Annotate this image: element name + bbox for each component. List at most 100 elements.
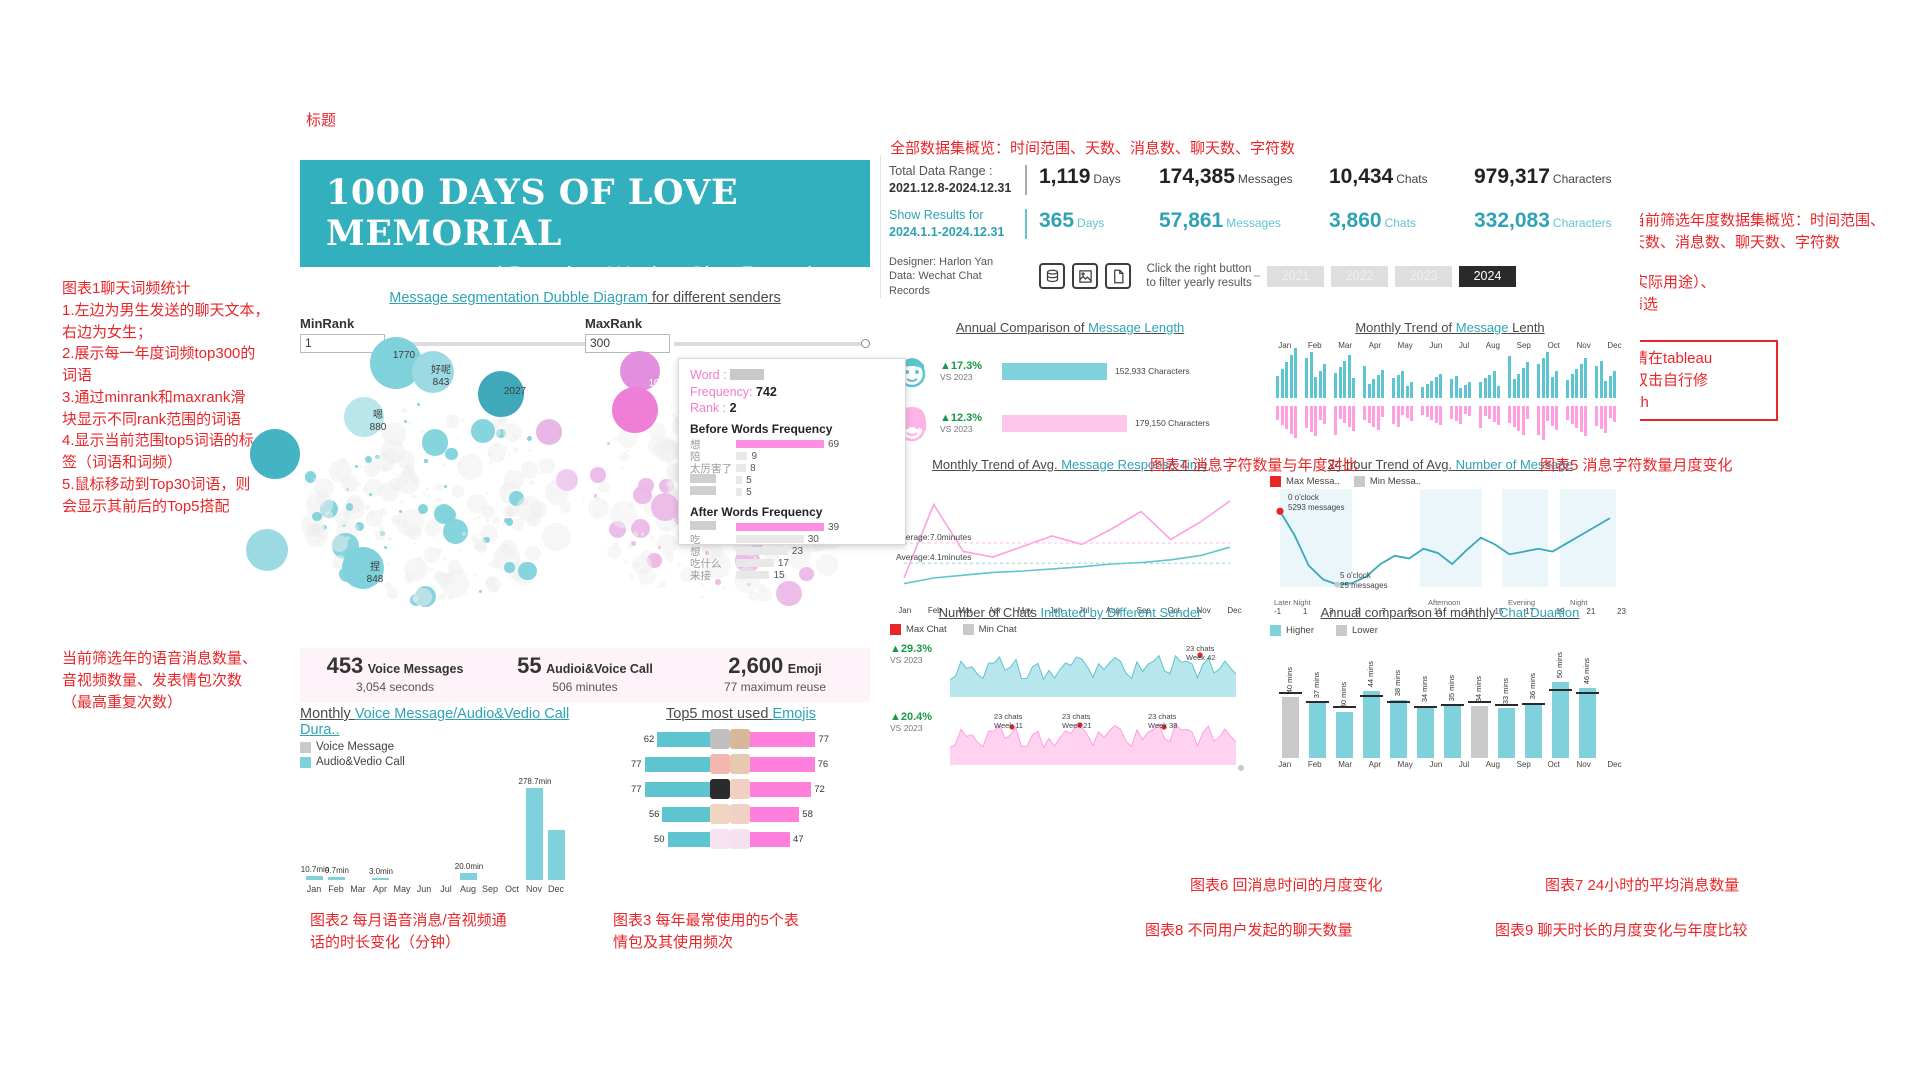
emoji-row[interactable]: 77 76 xyxy=(612,753,870,775)
bubble[interactable] xyxy=(551,480,556,484)
bubble[interactable] xyxy=(399,510,403,514)
bubble[interactable] xyxy=(363,478,383,498)
bubble[interactable] xyxy=(618,451,630,462)
bubble[interactable] xyxy=(375,530,386,541)
bubble[interactable] xyxy=(438,592,447,600)
bubble[interactable] xyxy=(613,437,617,441)
bubble[interactable] xyxy=(502,423,522,442)
bubble[interactable] xyxy=(581,496,585,500)
bubble[interactable] xyxy=(397,450,416,469)
bubble[interactable] xyxy=(641,532,645,536)
bubble[interactable] xyxy=(776,580,802,606)
pdf-download-icon[interactable] xyxy=(1105,263,1131,290)
voice-title-link[interactable]: Voice Message/Audio&Vedio Call Dura.. xyxy=(300,706,570,738)
bubble[interactable] xyxy=(382,463,390,471)
chart8-title-link[interactable]: Initiated by Different Sender xyxy=(1040,605,1202,620)
bubble[interactable] xyxy=(529,480,535,486)
bubble[interactable] xyxy=(500,539,517,556)
bubble[interactable] xyxy=(649,536,655,541)
bubble[interactable] xyxy=(424,520,442,537)
bubble[interactable] xyxy=(436,548,442,554)
bubble[interactable] xyxy=(379,508,387,516)
emoji-row[interactable]: 62 77 xyxy=(612,728,870,750)
bubble[interactable] xyxy=(470,419,496,444)
maxrank-knob[interactable] xyxy=(861,338,870,348)
bubble[interactable] xyxy=(607,544,622,559)
bubble[interactable] xyxy=(590,467,606,483)
bubble[interactable] xyxy=(459,567,464,573)
voice-bar[interactable] xyxy=(372,878,389,880)
bubble[interactable] xyxy=(304,481,308,486)
bubble[interactable] xyxy=(316,540,320,544)
bubble[interactable] xyxy=(341,475,358,492)
bubble[interactable] xyxy=(628,574,634,580)
bubble[interactable] xyxy=(784,576,788,580)
bubble[interactable] xyxy=(631,554,652,575)
bubble[interactable] xyxy=(384,582,392,590)
bubble[interactable] xyxy=(588,498,609,519)
year-button-2021[interactable]: 2021 xyxy=(1267,265,1324,287)
bubble-featured[interactable] xyxy=(612,387,658,433)
bubble[interactable] xyxy=(507,452,511,456)
bubble[interactable] xyxy=(650,493,679,521)
bubble[interactable] xyxy=(680,566,696,582)
bubble[interactable] xyxy=(520,461,539,480)
bubble-featured[interactable] xyxy=(342,547,384,589)
bubble[interactable] xyxy=(378,525,385,532)
bubble[interactable] xyxy=(413,587,432,607)
bubble[interactable] xyxy=(473,517,477,521)
bubble[interactable] xyxy=(748,591,759,602)
bubble[interactable] xyxy=(393,473,397,477)
bubble[interactable] xyxy=(626,448,630,452)
bubble[interactable] xyxy=(648,435,669,456)
bubble[interactable] xyxy=(346,535,351,540)
bubble[interactable] xyxy=(510,517,524,532)
bubble[interactable] xyxy=(396,470,420,495)
bubble[interactable] xyxy=(677,562,681,567)
chart9-title-link[interactable]: Chat Duartion xyxy=(1499,605,1580,620)
bubble[interactable] xyxy=(470,534,478,542)
bubble[interactable] xyxy=(484,575,502,593)
bubble[interactable] xyxy=(400,499,405,505)
bubble[interactable] xyxy=(418,443,422,447)
bubble[interactable] xyxy=(504,446,509,450)
bubble[interactable] xyxy=(559,501,572,513)
bubble[interactable] xyxy=(445,414,460,428)
year-button-2022[interactable]: 2022 xyxy=(1331,265,1388,287)
bubble[interactable] xyxy=(401,408,408,414)
bubble[interactable] xyxy=(703,550,732,579)
chart9-bar[interactable] xyxy=(1471,706,1488,758)
bubble[interactable] xyxy=(388,537,392,542)
bubble[interactable] xyxy=(606,442,611,446)
bubble[interactable] xyxy=(668,560,673,564)
bubble-title-link[interactable]: Message segmentation Dubble Diagram xyxy=(389,290,648,306)
bubble[interactable] xyxy=(610,501,637,528)
bubble[interactable] xyxy=(439,498,443,502)
bubble[interactable] xyxy=(357,482,362,486)
bubble[interactable] xyxy=(758,588,773,603)
bubble[interactable] xyxy=(504,562,515,573)
bubble[interactable] xyxy=(538,472,542,476)
bubble[interactable] xyxy=(457,438,461,442)
bubble[interactable] xyxy=(671,413,675,417)
bubble[interactable] xyxy=(701,582,705,586)
chart7-title-link[interactable]: Number of Message xyxy=(1455,457,1573,472)
bubble[interactable] xyxy=(490,559,500,569)
bubble[interactable] xyxy=(753,555,758,560)
bubble[interactable] xyxy=(419,513,423,517)
bubble[interactable] xyxy=(658,546,662,550)
bubble[interactable] xyxy=(393,594,397,598)
bubble[interactable] xyxy=(715,579,721,585)
chart9-bar[interactable] xyxy=(1336,712,1353,758)
bubble[interactable] xyxy=(498,455,505,461)
bubble-featured[interactable] xyxy=(344,397,384,437)
bubble[interactable] xyxy=(407,526,421,540)
bubble[interactable] xyxy=(410,493,416,499)
bubble[interactable] xyxy=(618,428,638,448)
bubble[interactable] xyxy=(595,495,600,500)
bubble[interactable] xyxy=(659,579,668,588)
bubble[interactable] xyxy=(502,522,506,527)
bubble[interactable] xyxy=(401,519,410,528)
bubble[interactable] xyxy=(664,459,672,467)
bubble[interactable] xyxy=(427,567,432,571)
